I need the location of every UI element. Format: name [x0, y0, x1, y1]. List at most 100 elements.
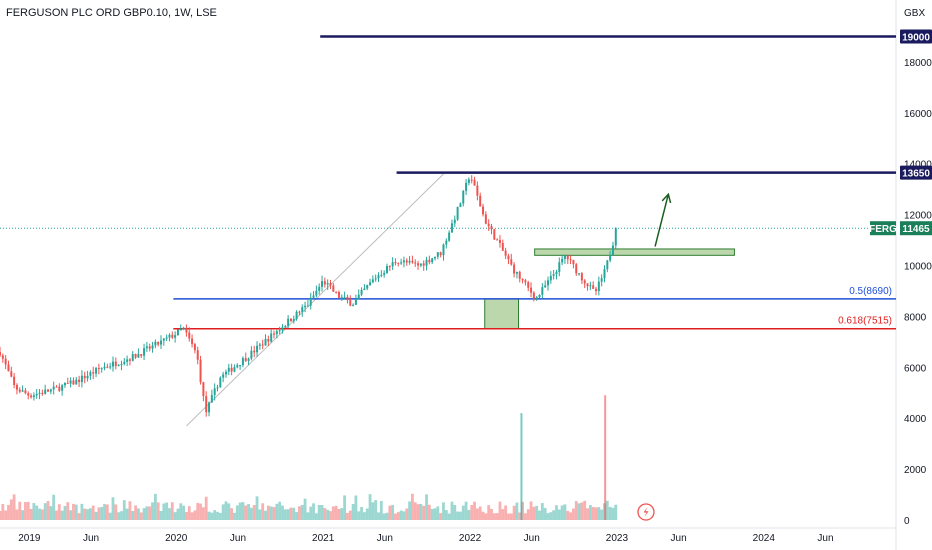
- volume-spike: [520, 413, 523, 520]
- volume-bar: [320, 504, 324, 520]
- candle-body: [1, 355, 4, 359]
- candle-body: [402, 260, 405, 263]
- volume-bar: [467, 510, 471, 520]
- volume-bar: [574, 501, 578, 520]
- volume-bar: [74, 504, 78, 520]
- fib-label: 0.618(7515): [838, 316, 892, 327]
- volume-bar: [580, 502, 584, 520]
- candle-body: [366, 285, 369, 289]
- candle-body: [456, 206, 459, 220]
- volume-bar: [196, 502, 200, 520]
- level-badge-label: 19000: [902, 32, 930, 43]
- volume-bar: [134, 505, 137, 520]
- volume-bar: [207, 511, 211, 520]
- volume-bar: [199, 503, 202, 520]
- volume-bar: [190, 512, 194, 520]
- candle-body: [109, 366, 112, 368]
- target-arrow: [654, 194, 670, 247]
- volume-bar: [105, 504, 109, 520]
- volume-bar: [77, 513, 81, 520]
- volume-bar: [233, 512, 236, 520]
- volume-bar: [173, 512, 177, 520]
- volume-bar: [402, 511, 406, 520]
- candle-body: [462, 190, 465, 204]
- volume-bar: [32, 503, 36, 520]
- candle-body: [233, 367, 236, 372]
- candle-body: [244, 358, 247, 361]
- candle-body: [222, 374, 225, 378]
- candle-body: [114, 361, 117, 366]
- volume-bar: [444, 510, 448, 520]
- candle-body: [592, 285, 595, 289]
- candle-body: [541, 287, 544, 295]
- candle-body: [479, 195, 482, 207]
- volume-bar: [238, 502, 242, 520]
- volume-bar: [405, 508, 409, 520]
- volume-bar: [396, 512, 400, 520]
- trendline: [186, 173, 444, 427]
- candle-body: [595, 288, 598, 292]
- candle-body: [261, 344, 264, 346]
- candle-body: [397, 262, 400, 264]
- candle-body: [236, 365, 239, 368]
- y-tick-label: 10000: [904, 262, 932, 273]
- volume-bar: [408, 501, 411, 520]
- volume-bar: [453, 504, 457, 520]
- candle-body: [580, 273, 583, 281]
- volume-bar: [29, 508, 33, 520]
- y-tick-label: 16000: [904, 109, 932, 120]
- volume-bar: [303, 498, 307, 520]
- level-badge: [900, 165, 932, 180]
- volume-bar: [447, 513, 451, 520]
- volume-bar: [1, 504, 5, 520]
- volume-bar: [18, 501, 22, 520]
- candle-body: [318, 286, 321, 291]
- candle-body: [518, 271, 521, 279]
- volume-bar: [411, 493, 414, 520]
- volume-bars: [0, 395, 618, 520]
- volume-bar: [549, 512, 553, 520]
- x-tick-label: 2024: [753, 533, 776, 544]
- candle-body: [609, 254, 612, 261]
- candle-body: [538, 294, 541, 298]
- candle-body: [346, 296, 349, 301]
- candle-body: [524, 280, 527, 283]
- volume-bar: [523, 513, 527, 520]
- candle-body: [61, 385, 64, 391]
- candle-body: [126, 359, 129, 362]
- candle-body: [332, 285, 335, 292]
- price-axis[interactable]: 0 2000 4000 6000 8000 10000 12000 14000 16000 180…: [904, 58, 932, 527]
- candle-body: [425, 259, 428, 266]
- y-tick-label: 4000: [904, 414, 927, 425]
- candle-body: [18, 389, 21, 392]
- candle-body: [354, 298, 357, 305]
- volume-bar: [326, 509, 330, 520]
- x-tick-label: 2022: [459, 533, 482, 544]
- zones: [484, 248, 735, 330]
- volume-bar: [100, 506, 104, 520]
- volume-bar: [492, 513, 496, 520]
- volume-bar: [498, 501, 502, 520]
- candle-body: [414, 262, 417, 264]
- candle-body: [377, 275, 380, 279]
- volume-bar: [289, 507, 293, 520]
- volume-bar: [518, 512, 522, 520]
- candle-body: [450, 223, 453, 233]
- volume-bar: [247, 504, 250, 520]
- candle-body: [97, 368, 100, 370]
- volume-bar: [252, 505, 256, 520]
- time-axis[interactable]: 2019 Jun 2020 Jun 2021 Jun 2022 Jun 2023 Jun 2024 J…: [18, 533, 833, 544]
- ticker-badge: [870, 221, 896, 236]
- candle-body: [188, 332, 191, 339]
- candle-body: [78, 379, 81, 383]
- volume-bar: [151, 502, 154, 520]
- volume-bar: [55, 510, 58, 520]
- candle-body: [363, 288, 366, 291]
- candle-body: [326, 283, 329, 285]
- volume-bar: [577, 503, 581, 520]
- y-tick-label: 0: [904, 516, 910, 527]
- candle-body: [227, 367, 230, 372]
- candle-body: [546, 280, 549, 286]
- volume-bar: [425, 494, 428, 520]
